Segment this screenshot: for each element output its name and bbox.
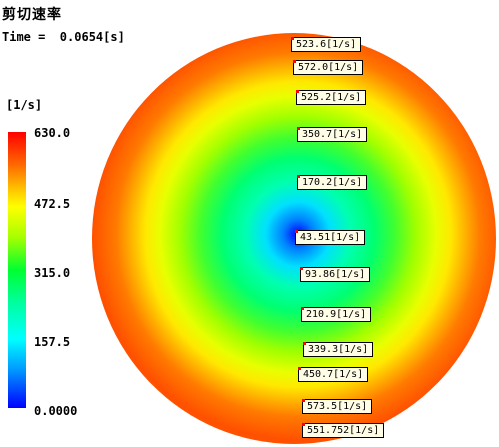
probe-value: 573.5[1/s]: [307, 401, 368, 412]
probe-value: 551.752[1/s]: [307, 425, 380, 436]
probe-marker: [303, 342, 306, 345]
color-scale-bar: [8, 132, 26, 408]
probe-label[interactable]: 551.752[1/s]: [302, 423, 385, 438]
result-title: 剪切速率: [2, 7, 62, 23]
legend-tick-low: 157.5: [34, 335, 71, 349]
legend-tick-high: 472.5: [34, 197, 71, 211]
probe-marker: [302, 423, 305, 426]
probe-marker: [300, 267, 303, 270]
probe-value: 93.86[1/s]: [305, 269, 366, 280]
probe-label[interactable]: 350.7[1/s]: [297, 127, 368, 142]
probe-value: 339.3[1/s]: [308, 344, 369, 355]
probe-marker: [293, 60, 296, 63]
probe-marker: [295, 230, 298, 233]
probe-label[interactable]: 43.51[1/s]: [295, 230, 366, 245]
probe-marker: [297, 175, 300, 178]
probe-label[interactable]: 573.5[1/s]: [302, 399, 373, 414]
shear-rate-contour-disk[interactable]: [92, 33, 496, 444]
probe-value: 450.7[1/s]: [303, 369, 364, 380]
legend-tick-max: 630.0: [34, 126, 71, 140]
probe-marker: [297, 127, 300, 130]
probe-marker: [298, 367, 301, 370]
time-readout: Time = 0.0654[s]: [2, 30, 125, 44]
probe-marker: [291, 37, 294, 40]
probe-value: 210.9[1/s]: [306, 309, 367, 320]
probe-marker: [296, 90, 299, 93]
probe-label[interactable]: 450.7[1/s]: [298, 367, 369, 382]
probe-label[interactable]: 170.2[1/s]: [297, 175, 368, 190]
probe-label[interactable]: 525.2[1/s]: [296, 90, 367, 105]
probe-label[interactable]: 523.6[1/s]: [291, 37, 362, 52]
probe-marker: [302, 399, 305, 402]
probe-label[interactable]: 572.0[1/s]: [293, 60, 364, 75]
legend-tick-min: 0.0000: [34, 404, 78, 418]
legend-unit: [1/s]: [6, 98, 43, 112]
probe-value: 350.7[1/s]: [302, 129, 363, 140]
probe-value: 43.51[1/s]: [300, 232, 361, 243]
probe-value: 170.2[1/s]: [302, 177, 363, 188]
probe-value: 523.6[1/s]: [296, 39, 357, 50]
probe-marker: [301, 307, 304, 310]
probe-label[interactable]: 93.86[1/s]: [300, 267, 371, 282]
probe-label[interactable]: 339.3[1/s]: [303, 342, 374, 357]
probe-label[interactable]: 210.9[1/s]: [301, 307, 372, 322]
legend-tick-mid: 315.0: [34, 266, 71, 280]
probe-value: 525.2[1/s]: [301, 92, 362, 103]
probe-value: 572.0[1/s]: [298, 62, 359, 73]
